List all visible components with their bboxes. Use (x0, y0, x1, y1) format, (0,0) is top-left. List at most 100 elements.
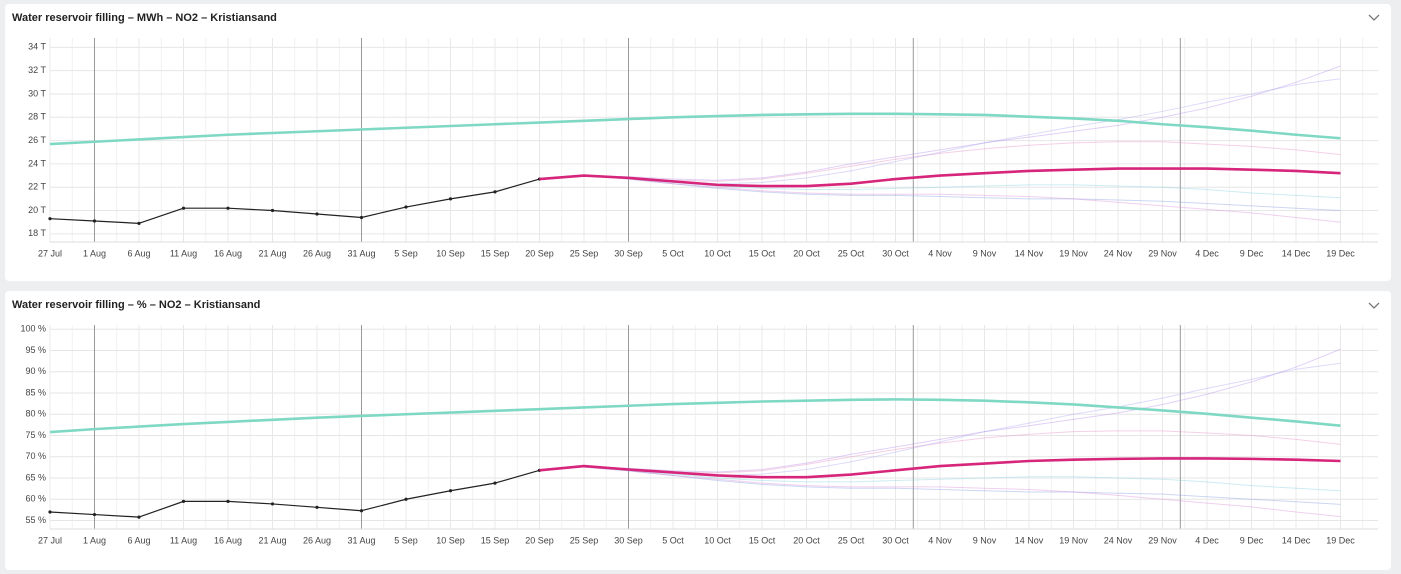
panel (5, 291, 1391, 570)
ensemble-line (583, 466, 1341, 492)
y-tick-label: 22 T (28, 182, 46, 192)
x-tick-label: 11 Aug (170, 248, 197, 258)
point (181, 206, 186, 210)
x-tick-label: 30 Oct (882, 535, 909, 545)
x-tick-label: 4 Dec (1195, 535, 1219, 545)
x-tick-label: 27 Jul (38, 535, 62, 545)
point (448, 197, 453, 201)
x-tick-label: 20 Sep (525, 535, 554, 545)
collapse-chevron[interactable] (1368, 14, 1380, 21)
x-tick-label: 4 Nov (928, 535, 952, 545)
x-tick-label: 11 Aug (170, 535, 197, 545)
x-tick-label: 24 Nov (1104, 535, 1133, 545)
point (404, 497, 408, 501)
ensemble-line (583, 348, 1341, 473)
y-tick-label: 85 % (25, 387, 46, 397)
x-tick-label: 4 Nov (928, 248, 952, 258)
point (226, 499, 230, 503)
x-tick-label: 15 Sep (481, 535, 510, 545)
x-tick-label: 6 Aug (127, 535, 150, 545)
x-tick-label: 20 Oct (793, 535, 820, 545)
point (270, 208, 275, 213)
x-tick-label: 10 Sep (436, 535, 465, 545)
ensemble-line (583, 175, 1341, 212)
y-tick-label: 26 T (28, 135, 46, 145)
x-tick-label: 15 Oct (749, 248, 776, 258)
x-tick-label: 14 Nov (1015, 248, 1044, 258)
series-line (539, 457, 1341, 479)
point (137, 515, 141, 519)
point (493, 190, 497, 194)
x-tick-label: 25 Oct (838, 535, 865, 545)
x-tick-label: 9 Dec (1240, 535, 1264, 545)
x-tick-label: 21 Aug (258, 248, 286, 258)
x-tick-label: 30 Sep (614, 248, 643, 258)
x-tick-label: 6 Aug (127, 248, 150, 258)
point (48, 510, 52, 514)
x-tick-label: 5 Oct (662, 535, 684, 545)
x-tick-label: 16 Aug (214, 248, 242, 258)
y-tick-label: 30 T (28, 88, 46, 98)
y-tick-label: 18 T (28, 228, 46, 238)
x-tick-label: 20 Sep (525, 248, 554, 258)
ensemble-line (583, 65, 1341, 181)
y-tick-label: 75 % (25, 430, 46, 440)
x-tick-label: 30 Oct (882, 248, 909, 258)
point (315, 505, 319, 509)
x-tick-label: 5 Sep (394, 248, 418, 258)
x-tick-label: 15 Sep (481, 248, 510, 258)
x-tick-label: 4 Dec (1195, 248, 1219, 258)
y-tick-label: 95 % (25, 345, 46, 355)
x-tick-label: 21 Aug (258, 535, 286, 545)
x-tick-label: 26 Aug (303, 248, 331, 258)
y-tick-label: 70 % (25, 451, 46, 461)
x-tick-label: 29 Nov (1148, 535, 1177, 545)
x-tick-label: 26 Aug (303, 535, 331, 545)
x-tick-label: 20 Oct (793, 248, 820, 258)
ensemble-line (583, 466, 1341, 518)
x-tick-label: 24 Nov (1104, 248, 1133, 258)
point (226, 206, 230, 210)
ensemble-line (583, 141, 1341, 182)
x-tick-label: 29 Nov (1148, 248, 1177, 258)
x-tick-label: 9 Nov (973, 248, 997, 258)
point (448, 489, 453, 493)
point (315, 212, 319, 216)
x-tick-label: 25 Sep (570, 535, 599, 545)
y-tick-label: 32 T (28, 65, 46, 75)
y-tick-label: 80 % (25, 409, 46, 419)
x-tick-label: 14 Dec (1282, 535, 1311, 545)
point (181, 499, 186, 503)
x-tick-label: 27 Jul (38, 248, 62, 258)
point (137, 221, 141, 225)
x-tick-label: 10 Sep (436, 248, 465, 258)
point (359, 509, 364, 513)
x-tick-label: 1 Aug (83, 248, 106, 258)
panel (5, 4, 1391, 281)
y-tick-label: 24 T (28, 158, 46, 168)
y-tick-label: 28 T (28, 112, 46, 122)
y-tick-label: 90 % (25, 366, 46, 376)
x-tick-label: 9 Nov (973, 535, 997, 545)
point (92, 512, 97, 517)
x-tick-label: 31 Aug (347, 248, 375, 258)
series-line (49, 178, 540, 224)
x-tick-label: 19 Dec (1326, 248, 1355, 258)
ensemble-line (583, 175, 1341, 223)
ensemble-line (583, 430, 1341, 474)
x-tick-label: 31 Aug (347, 535, 375, 545)
x-tick-label: 10 Oct (704, 248, 731, 258)
y-tick-label: 65 % (25, 472, 46, 482)
series-line (49, 112, 1341, 146)
point (92, 219, 97, 223)
x-tick-label: 14 Dec (1282, 248, 1311, 258)
collapse-chevron[interactable] (1368, 302, 1380, 309)
y-tick-label: 60 % (25, 494, 46, 504)
x-tick-label: 5 Sep (394, 535, 418, 545)
x-tick-label: 30 Sep (614, 535, 643, 545)
x-tick-label: 19 Nov (1059, 248, 1088, 258)
panel-title: Water reservoir filling – % – NO2 – Kris… (12, 299, 260, 311)
x-tick-label: 9 Dec (1240, 248, 1264, 258)
y-tick-label: 34 T (28, 42, 46, 52)
